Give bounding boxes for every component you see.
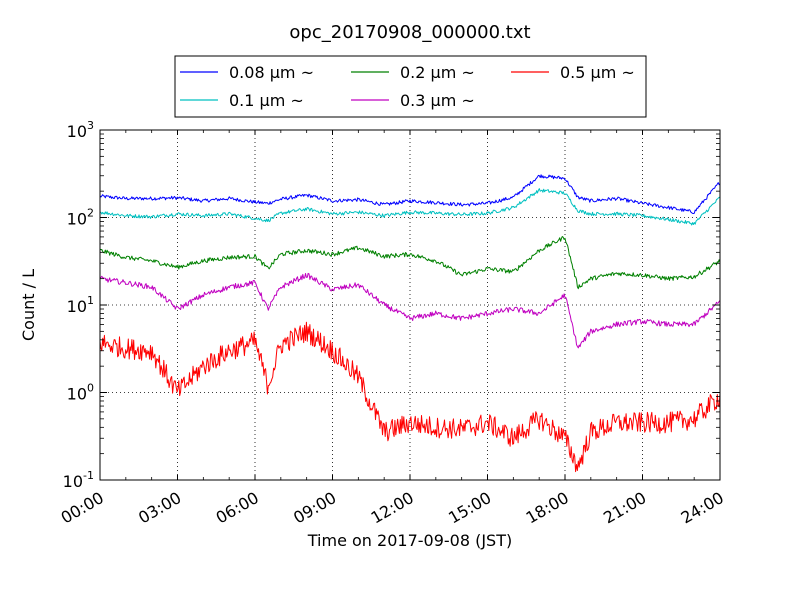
y-tick-exponent: 3 (87, 119, 94, 132)
y-tick-label: 10-1 (63, 469, 94, 491)
legend-label-1: 0.1 μm ~ (229, 91, 304, 110)
y-tick-exponent: -1 (83, 469, 94, 482)
series-line-3 (100, 272, 720, 349)
y-tick-base: 10 (67, 385, 87, 404)
y-tick-label: 103 (67, 119, 94, 141)
legend-box (174, 55, 647, 118)
y-tick-exponent: 1 (87, 294, 94, 307)
legend-label-3: 0.3 μm ~ (400, 91, 475, 110)
y-tick-label: 101 (67, 294, 94, 316)
series-line-1 (100, 188, 720, 226)
y-tick-base: 10 (67, 210, 87, 229)
y-tick-label: 102 (67, 207, 94, 229)
x-axis-label: Time on 2017-09-08 (JST) (307, 531, 512, 550)
chart-title: opc_20170908_000000.txt (289, 22, 530, 43)
y-tick-base: 10 (63, 472, 83, 491)
grid (100, 130, 720, 480)
y-tick-exponent: 2 (87, 207, 94, 220)
y-tick-base: 10 (67, 122, 87, 141)
series-layer (100, 174, 720, 473)
y-tick-exponent: 0 (87, 382, 94, 395)
y-tick-base: 10 (67, 297, 87, 316)
y-tick-label: 100 (67, 382, 94, 404)
series-line-2 (100, 236, 720, 290)
legend-label-4: 0.5 μm ~ (560, 63, 635, 82)
legend-label-2: 0.2 μm ~ (400, 63, 475, 82)
legend-label-0: 0.08 μm ~ (229, 63, 314, 82)
legend: 0.08 μm ~ 0.2 μm ~ 0.5 μm ~ 0.1 μm ~ 0.3 μm … (174, 55, 647, 118)
y-axis-label: Count / L (19, 269, 38, 341)
axis-ticks (99, 129, 721, 481)
series-line-4 (100, 321, 720, 473)
series-line-0 (100, 174, 720, 214)
